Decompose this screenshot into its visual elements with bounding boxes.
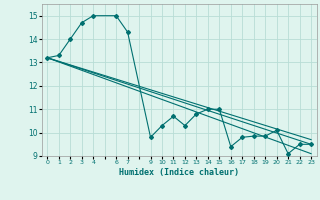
X-axis label: Humidex (Indice chaleur): Humidex (Indice chaleur) [119,168,239,177]
